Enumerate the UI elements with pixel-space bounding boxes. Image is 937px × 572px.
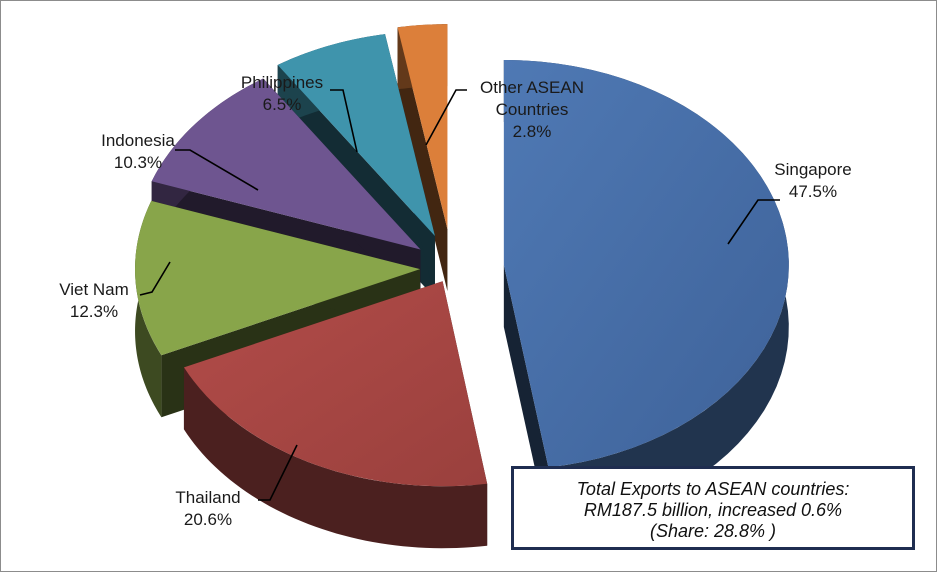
slice-wall-other-asean-0 bbox=[397, 27, 448, 292]
label-singapore: Singapore 47.5% bbox=[774, 159, 852, 203]
label-vietnam-value: 12.3% bbox=[69, 302, 119, 321]
label-other-asean-name-line1: Other ASEAN bbox=[480, 78, 584, 97]
label-singapore-name: Singapore bbox=[774, 160, 852, 179]
summary-annotation-box: Total Exports to ASEAN countries: RM187.… bbox=[511, 466, 915, 550]
label-other-asean: Other ASEAN Countries 2.8% bbox=[480, 77, 584, 143]
leader-line-indonesia bbox=[175, 149, 259, 191]
slice-rim-thailand bbox=[183, 367, 488, 549]
slice-top-vietnam bbox=[135, 200, 421, 356]
leader-line-thailand bbox=[258, 444, 298, 501]
label-thailand-name: Thailand bbox=[175, 488, 241, 507]
summary-line-1: Total Exports to ASEAN countries: bbox=[576, 479, 850, 499]
slice-top-indonesia bbox=[151, 78, 421, 250]
label-indonesia-value: 10.3% bbox=[113, 153, 163, 172]
leader-line-philippines bbox=[330, 89, 358, 153]
pie-slice-other-asean bbox=[397, 24, 448, 292]
pie-slice-thailand bbox=[183, 281, 488, 549]
summary-line-2: RM187.5 billion, increased 0.6% bbox=[583, 500, 843, 520]
label-thailand-value: 20.6% bbox=[183, 510, 233, 529]
leader-line-singapore bbox=[727, 199, 780, 245]
label-vietnam: Viet Nam 12.3% bbox=[59, 279, 129, 323]
summary-line-3: (Share: 28.8% ) bbox=[649, 521, 777, 541]
pie-slice-singapore bbox=[503, 59, 789, 530]
label-other-asean-value: 2.8% bbox=[512, 122, 552, 141]
label-other-asean-name-line2: Countries bbox=[495, 100, 569, 119]
slice-top-thailand bbox=[183, 281, 488, 487]
label-indonesia: Indonesia 10.3% bbox=[101, 130, 175, 174]
label-philippines-name: Philippines bbox=[240, 73, 324, 92]
slice-wall-singapore-1 bbox=[503, 264, 549, 530]
leader-line-vietnam bbox=[139, 261, 171, 296]
label-thailand: Thailand 20.6% bbox=[175, 487, 240, 531]
label-singapore-value: 47.5% bbox=[788, 182, 838, 201]
leader-line-other-asean bbox=[425, 89, 467, 146]
slice-top-philippines bbox=[277, 34, 435, 236]
label-philippines-value: 6.5% bbox=[262, 95, 302, 114]
label-indonesia-name: Indonesia bbox=[101, 131, 175, 150]
label-philippines: Philippines 6.5% bbox=[241, 72, 323, 116]
slice-top-singapore bbox=[503, 59, 789, 468]
label-vietnam-name: Viet Nam bbox=[59, 280, 129, 299]
slice-top-other-asean bbox=[397, 24, 448, 230]
